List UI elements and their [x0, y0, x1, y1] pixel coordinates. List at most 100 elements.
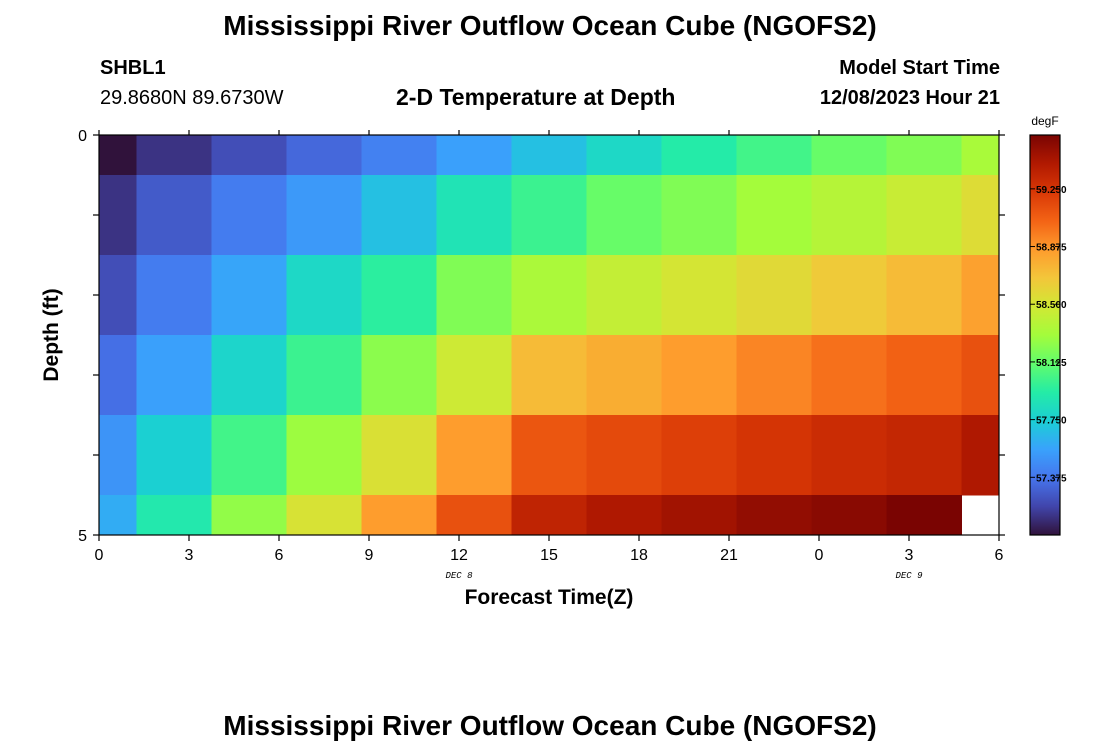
heatmap-cell [511, 175, 587, 256]
heatmap-cell [136, 175, 212, 256]
model-start-label: Model Start Time [839, 57, 1000, 79]
colorbar-unit-label: degF [1031, 114, 1058, 128]
plot-frame [98, 134, 1000, 536]
x-tick-label: 9 [365, 547, 374, 564]
heatmap-cell [211, 415, 287, 496]
colorbar: 57.375 57.750 58.125 58.500 58.875 59.250 [1029, 134, 1067, 536]
heatmap-cell [886, 255, 962, 336]
heatmap-cell [286, 135, 362, 176]
x-tick-label: 3 [185, 547, 194, 564]
page-title: Mississippi River Outflow Ocean Cube (NG… [223, 10, 877, 41]
heatmap-cell [661, 415, 737, 496]
heatmap-cell [136, 135, 212, 176]
heatmap-cell [661, 175, 737, 256]
heatmap-cell [361, 255, 437, 336]
colorbar-tick-label: 57.375 [1036, 473, 1067, 484]
heatmap-cell [436, 415, 512, 496]
heatmap-cell [436, 335, 512, 416]
heatmap-cell [286, 255, 362, 336]
x-tick-label: 21 [720, 547, 738, 564]
heatmap-cell [211, 495, 287, 536]
heatmap-cell [286, 415, 362, 496]
heatmap-cell [211, 255, 287, 336]
heatmap-cells [99, 135, 1000, 536]
heatmap-cell [811, 415, 887, 496]
x-tick-label: 6 [995, 547, 1004, 564]
x-tick-label: 18 [630, 547, 648, 564]
y-axis: 05 [78, 128, 1005, 545]
model-start-value: 12/08/2023 Hour 21 [819, 87, 1000, 109]
heatmap-cell [586, 335, 662, 416]
heatmap-cell [811, 495, 887, 536]
heatmap-cell [286, 335, 362, 416]
heatmap-cell [136, 415, 212, 496]
heatmap-cell [811, 255, 887, 336]
footer-title: Mississippi River Outflow Ocean Cube (NG… [223, 710, 877, 741]
heatmap-cell [211, 175, 287, 256]
heatmap-cell [661, 495, 737, 536]
heatmap-cell [361, 335, 437, 416]
x-axis-label: Forecast Time(Z) [465, 586, 634, 609]
y-tick-label: 0 [78, 128, 87, 145]
chart-subtitle: 2-D Temperature at Depth [396, 84, 676, 110]
heatmap-cell [511, 135, 587, 176]
heatmap-cell [99, 415, 137, 496]
colorbar-tick-label: 59.250 [1036, 185, 1067, 196]
heatmap-cell [511, 495, 587, 536]
colorbar-gradient [1029, 134, 1061, 536]
heatmap-cell [961, 135, 1000, 176]
station-id: SHBL1 [100, 57, 166, 79]
heatmap-cell [586, 135, 662, 176]
station-coordinates: 29.8680N 89.6730W [100, 87, 284, 109]
heatmap-cell [811, 175, 887, 256]
heatmap-cell [286, 495, 362, 536]
heatmap-cell [961, 335, 1000, 416]
y-axis-label: Depth (ft) [40, 288, 63, 381]
x-tick-label: 0 [95, 547, 104, 564]
heatmap-cell [736, 255, 812, 336]
heatmap-cell [736, 175, 812, 256]
heatmap-cell [961, 415, 1000, 496]
heatmap-cell [136, 335, 212, 416]
heatmap-cell [99, 495, 137, 536]
heatmap-cell [961, 255, 1000, 336]
heatmap-cell [136, 495, 212, 536]
heatmap-cell [661, 255, 737, 336]
x-tick-label: 15 [540, 547, 558, 564]
heatmap-cell [436, 135, 512, 176]
heatmap-cell [511, 415, 587, 496]
heatmap-cell [361, 175, 437, 256]
x-tick-label: 0 [815, 547, 824, 564]
heatmap-cell [736, 135, 812, 176]
x-tick-label: 3 [905, 547, 914, 564]
colorbar-tick-label: 57.750 [1036, 416, 1067, 427]
heatmap-cell [436, 175, 512, 256]
heatmap-cell [661, 335, 737, 416]
heatmap-cell [586, 255, 662, 336]
heatmap-cell [886, 415, 962, 496]
heatmap-cell [286, 175, 362, 256]
x-tick-label: 12 [450, 547, 468, 564]
colorbar-tick-label: 58.500 [1036, 300, 1067, 311]
heatmap-cell [736, 415, 812, 496]
heatmap-cell [99, 175, 137, 256]
heatmap-cell [811, 335, 887, 416]
date-label: DEC 8 [445, 571, 473, 581]
heatmap-cell [436, 495, 512, 536]
heatmap-cell [211, 335, 287, 416]
date-label: DEC 9 [895, 571, 923, 581]
heatmap-cell [99, 135, 137, 176]
heatmap-cell [886, 495, 962, 536]
heatmap-cell [586, 495, 662, 536]
heatmap-cell [361, 135, 437, 176]
y-tick-label: 5 [78, 528, 87, 545]
heatmap-cell [586, 175, 662, 256]
heatmap-cell [511, 255, 587, 336]
colorbar-tick-label: 58.875 [1036, 243, 1067, 254]
heatmap-cell [361, 495, 437, 536]
heatmap-cell [961, 175, 1000, 256]
heatmap-cell [99, 335, 137, 416]
x-tick-label: 6 [275, 547, 284, 564]
heatmap-cell [511, 335, 587, 416]
